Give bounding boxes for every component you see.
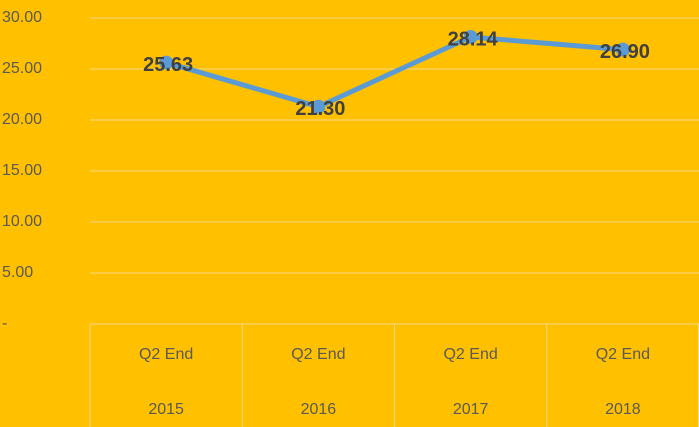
data-label: 26.90	[600, 41, 650, 63]
data-label: 25.63	[143, 54, 193, 76]
y-tick-label: -	[2, 315, 7, 332]
marker	[159, 55, 174, 70]
y-tick-label: 15.00	[2, 162, 42, 179]
y-tick-label: 5.00	[2, 264, 33, 281]
x-tick-label: Q2 End	[443, 346, 497, 363]
marker	[615, 42, 630, 57]
data-label: 28.14	[448, 28, 499, 50]
y-tick-label: 25.00	[2, 60, 42, 77]
x-tick-label: 2018	[605, 401, 641, 418]
y-tick-label: 20.00	[2, 111, 42, 128]
x-tick-label: Q2 End	[596, 346, 650, 363]
x-tick-label: 2017	[453, 401, 489, 418]
x-tick-label: 2016	[301, 401, 337, 418]
y-tick-label: 30.00	[2, 9, 42, 26]
x-tick-label: Q2 End	[291, 346, 345, 363]
line	[165, 34, 624, 110]
marker	[311, 99, 326, 114]
y-tick-label: 10.00	[2, 213, 42, 230]
data-label: 21.30	[295, 98, 345, 120]
x-tick-label: 2015	[148, 401, 184, 418]
x-tick-label: Q2 End	[139, 346, 193, 363]
marker	[463, 29, 478, 44]
